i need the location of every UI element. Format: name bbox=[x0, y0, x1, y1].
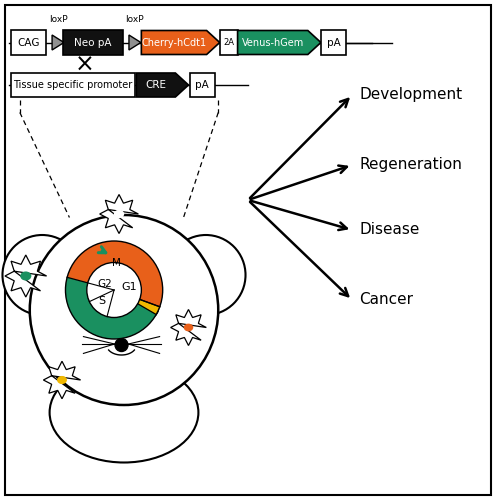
Polygon shape bbox=[171, 310, 206, 346]
Wedge shape bbox=[67, 241, 163, 307]
Polygon shape bbox=[44, 361, 80, 399]
Polygon shape bbox=[5, 255, 47, 297]
Circle shape bbox=[82, 296, 104, 318]
Wedge shape bbox=[138, 300, 160, 314]
Polygon shape bbox=[238, 30, 321, 54]
Polygon shape bbox=[100, 194, 138, 234]
Text: 2A: 2A bbox=[223, 38, 234, 47]
Text: Development: Development bbox=[360, 88, 463, 102]
Bar bbox=[63, 30, 123, 54]
Text: S: S bbox=[98, 296, 105, 306]
Bar bbox=[190, 73, 215, 97]
Text: ×: × bbox=[74, 53, 94, 77]
Polygon shape bbox=[129, 35, 141, 50]
Text: G2: G2 bbox=[98, 279, 113, 289]
Wedge shape bbox=[65, 278, 156, 339]
Text: CAG: CAG bbox=[17, 38, 40, 48]
Circle shape bbox=[2, 235, 82, 315]
Polygon shape bbox=[136, 73, 188, 97]
Text: G1: G1 bbox=[121, 282, 137, 292]
Text: pA: pA bbox=[195, 80, 209, 90]
Ellipse shape bbox=[50, 362, 198, 462]
Text: Venus-hGem: Venus-hGem bbox=[242, 38, 304, 48]
Text: Regeneration: Regeneration bbox=[360, 158, 462, 172]
Text: CRE: CRE bbox=[145, 80, 166, 90]
Bar bbox=[220, 30, 238, 54]
Text: Disease: Disease bbox=[360, 222, 420, 238]
Text: pA: pA bbox=[327, 38, 341, 48]
Text: loxP: loxP bbox=[125, 16, 144, 24]
Circle shape bbox=[87, 262, 141, 318]
Text: Neo pA: Neo pA bbox=[74, 38, 112, 48]
Ellipse shape bbox=[184, 324, 193, 332]
Ellipse shape bbox=[114, 210, 124, 218]
Circle shape bbox=[30, 215, 218, 405]
Text: loxP: loxP bbox=[49, 16, 67, 24]
Polygon shape bbox=[141, 30, 220, 54]
Ellipse shape bbox=[57, 376, 67, 384]
Text: Cherry-hCdt1: Cherry-hCdt1 bbox=[141, 38, 206, 48]
Circle shape bbox=[115, 338, 128, 351]
Text: M: M bbox=[112, 258, 121, 268]
Circle shape bbox=[137, 296, 159, 318]
Text: Cancer: Cancer bbox=[360, 292, 414, 308]
Circle shape bbox=[166, 235, 246, 315]
Bar bbox=[11, 30, 46, 54]
Ellipse shape bbox=[20, 272, 31, 280]
Text: Tissue specific promoter: Tissue specific promoter bbox=[13, 80, 132, 90]
Polygon shape bbox=[52, 35, 64, 50]
Bar bbox=[321, 30, 346, 54]
Bar bbox=[11, 73, 135, 97]
